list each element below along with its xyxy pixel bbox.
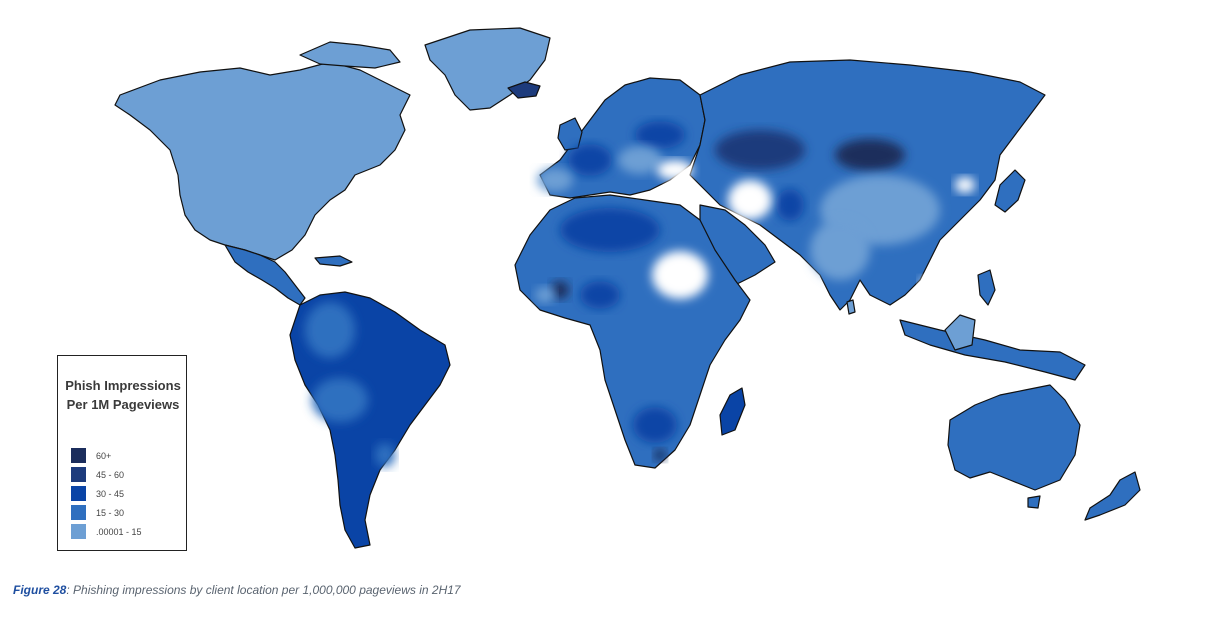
world-choropleth-map <box>114 27 1141 549</box>
legend-title: Phish Impressions Per 1M Pageviews <box>58 376 188 414</box>
region-new-zealand <box>1084 471 1141 521</box>
region-madagascar <box>719 387 746 436</box>
legend-label: 30 - 45 <box>96 488 125 499</box>
legend-label: 45 - 60 <box>96 469 125 480</box>
caption-text: : Phishing impressions by client locatio… <box>66 583 461 597</box>
region-sri-lanka <box>846 299 856 315</box>
region-australia <box>947 384 1081 491</box>
region-arctic-islands <box>299 41 401 69</box>
legend-label: 60+ <box>96 450 112 461</box>
legend-swatch <box>71 448 86 463</box>
region-greenland <box>424 27 551 111</box>
legend-item: .00001 - 15 <box>71 522 142 541</box>
legend-swatch <box>71 524 86 539</box>
legend-item: 30 - 45 <box>71 484 142 503</box>
legend-items: 60+ 45 - 60 30 - 45 15 - 30 .00001 - 15 <box>71 446 142 541</box>
legend-label: .00001 - 15 <box>96 526 142 537</box>
map-legend: Phish Impressions Per 1M Pageviews 60+ 4… <box>57 355 187 551</box>
region-north-america <box>114 61 411 261</box>
region-caribbean <box>314 255 353 267</box>
legend-title-line2: Per 1M Pageviews <box>66 397 180 412</box>
legend-swatch <box>71 505 86 520</box>
region-tasmania <box>1027 495 1041 509</box>
world-map-svg <box>114 27 1141 549</box>
region-central-america <box>224 244 306 306</box>
legend-title-line1: Phish Impressions <box>65 378 181 393</box>
region-iceland <box>507 81 541 99</box>
caption-figure-label: Figure 28 <box>13 583 67 597</box>
legend-label: 15 - 30 <box>96 507 125 518</box>
figure-caption: Figure 28: Phishing impressions by clien… <box>13 583 461 597</box>
legend-item: 60+ <box>71 446 142 465</box>
legend-item: 15 - 30 <box>71 503 142 522</box>
region-philippines <box>977 269 996 306</box>
legend-swatch <box>71 486 86 501</box>
region-indonesia <box>899 319 1086 381</box>
region-japan <box>994 169 1026 213</box>
region-british-isles <box>557 117 583 151</box>
legend-swatch <box>71 467 86 482</box>
legend-item: 45 - 60 <box>71 465 142 484</box>
region-borneo <box>944 314 976 351</box>
